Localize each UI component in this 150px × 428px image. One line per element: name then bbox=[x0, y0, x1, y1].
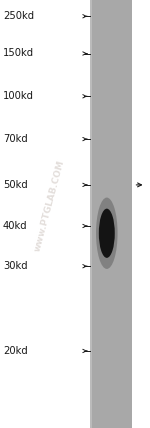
Bar bbox=[90, 0, 92, 428]
Text: 70kd: 70kd bbox=[3, 134, 28, 144]
Text: 50kd: 50kd bbox=[3, 180, 28, 190]
Text: 150kd: 150kd bbox=[3, 48, 34, 59]
Text: 100kd: 100kd bbox=[3, 91, 34, 101]
Ellipse shape bbox=[99, 208, 115, 258]
Bar bbox=[90, 0, 132, 428]
Text: 40kd: 40kd bbox=[3, 221, 28, 231]
Text: www.PTGLAB.COM: www.PTGLAB.COM bbox=[33, 159, 66, 252]
Ellipse shape bbox=[96, 198, 118, 269]
Text: 30kd: 30kd bbox=[3, 261, 28, 271]
Text: 20kd: 20kd bbox=[3, 346, 28, 356]
Text: 250kd: 250kd bbox=[3, 11, 34, 21]
